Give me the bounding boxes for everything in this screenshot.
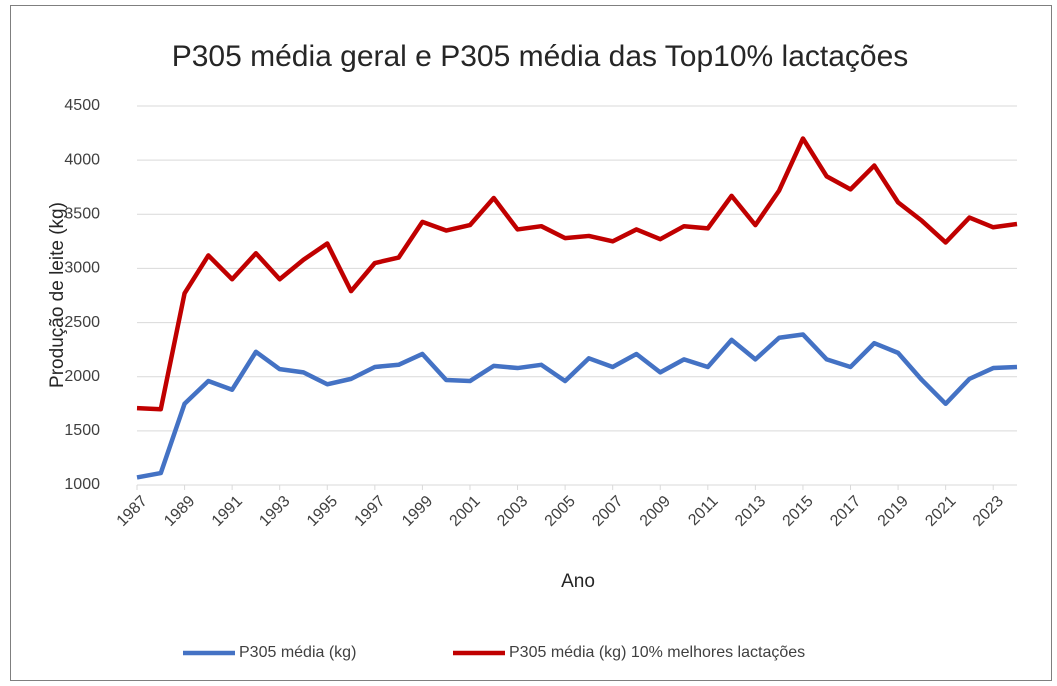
y-tick-label: 3500 bbox=[64, 206, 100, 223]
y-tick-label: 1500 bbox=[64, 422, 100, 439]
y-tick-label: 2500 bbox=[64, 314, 100, 331]
chart-title: P305 média geral e P305 média das Top10%… bbox=[172, 40, 909, 73]
x-axis-title: Ano bbox=[561, 571, 595, 592]
legend-label: P305 média (kg) 10% melhores lactações bbox=[509, 644, 805, 661]
y-tick-label: 4500 bbox=[64, 97, 100, 114]
y-tick-label: 3000 bbox=[64, 260, 100, 277]
y-tick-label: 1000 bbox=[64, 476, 100, 493]
series-line bbox=[136, 332, 1018, 480]
chart-border bbox=[10, 5, 1052, 681]
legend-label: P305 média (kg) bbox=[239, 644, 356, 661]
y-tick-label: 4000 bbox=[64, 151, 100, 168]
y-tick-label: 2000 bbox=[64, 368, 100, 385]
y-axis-title: Produção de leite (kg) bbox=[47, 202, 68, 388]
series-line bbox=[136, 136, 1018, 412]
